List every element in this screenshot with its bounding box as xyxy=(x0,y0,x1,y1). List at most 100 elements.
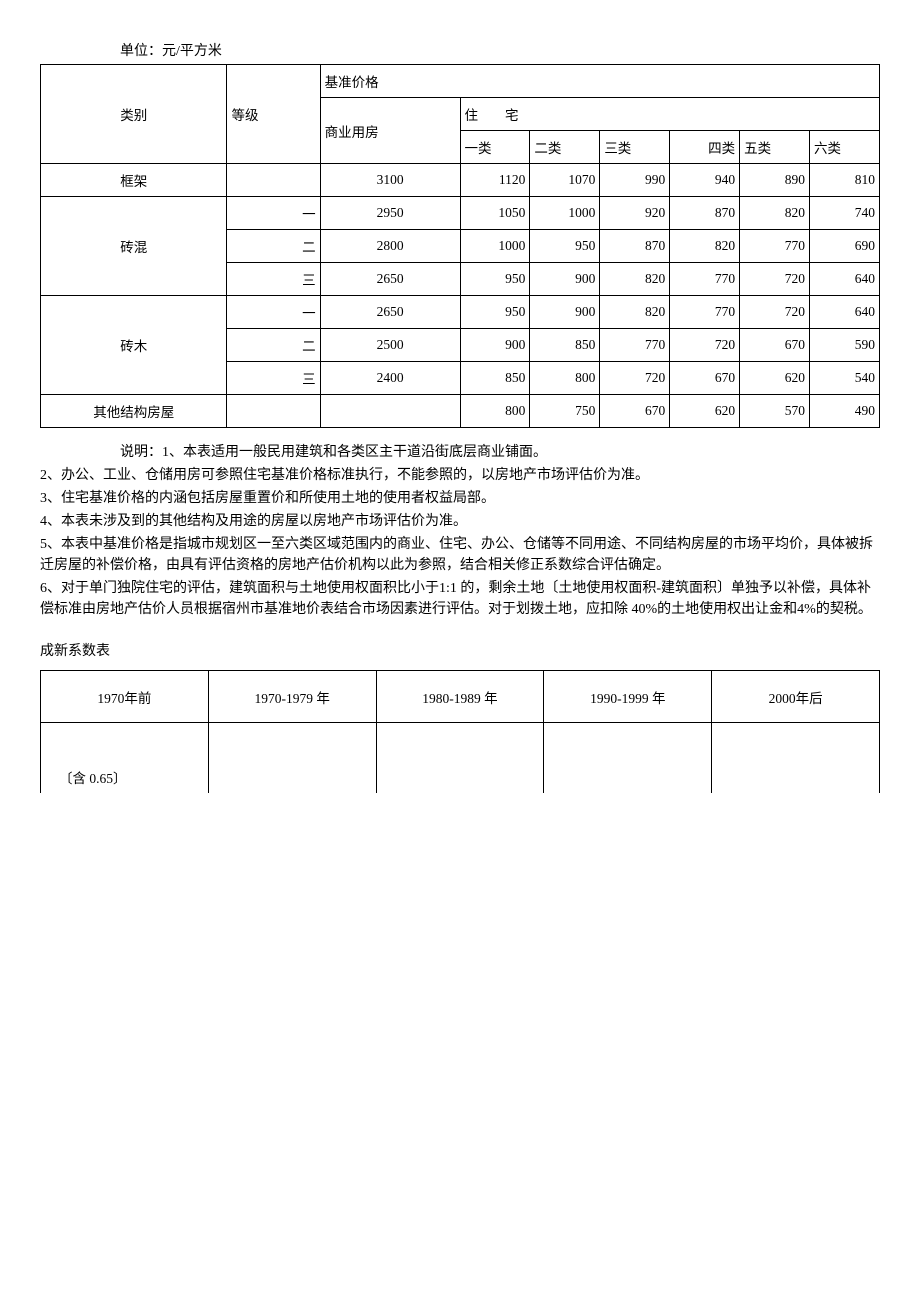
v6-4: 620 xyxy=(740,362,810,395)
v3-4: 720 xyxy=(740,263,810,296)
t2r3 xyxy=(544,723,712,793)
v4-5: 640 xyxy=(810,296,880,329)
v5-5: 590 xyxy=(810,329,880,362)
cat0: 框架 xyxy=(41,164,227,197)
com5: 2500 xyxy=(320,329,460,362)
v6-0: 850 xyxy=(460,362,530,395)
com2: 2800 xyxy=(320,230,460,263)
v0-2: 990 xyxy=(600,164,670,197)
com4: 2650 xyxy=(320,296,460,329)
v5-0: 900 xyxy=(460,329,530,362)
v7-5: 490 xyxy=(810,395,880,428)
table2-title: 成新系数表 xyxy=(40,640,880,660)
hdr-res1: 一类 xyxy=(460,131,530,164)
com7 xyxy=(320,395,460,428)
hdr-res2: 二类 xyxy=(530,131,600,164)
v6-2: 720 xyxy=(600,362,670,395)
cat1: 砖混 xyxy=(41,197,227,296)
grade2: 二 xyxy=(227,230,320,263)
cat7: 其他结构房屋 xyxy=(41,395,227,428)
v1-5: 740 xyxy=(810,197,880,230)
v7-3: 620 xyxy=(670,395,740,428)
cat4: 砖木 xyxy=(41,296,227,395)
v2-5: 690 xyxy=(810,230,880,263)
hdr-base-price: 基准价格 xyxy=(320,65,879,98)
v3-5: 640 xyxy=(810,263,880,296)
v4-3: 770 xyxy=(670,296,740,329)
coefficient-table: 1970年前 1970-1979 年 1980-1989 年 1990-1999… xyxy=(40,670,880,793)
v0-0: 1120 xyxy=(460,164,530,197)
hdr-grade: 等级 xyxy=(227,65,320,164)
t2c0: 1970年前 xyxy=(41,671,209,723)
v7-4: 570 xyxy=(740,395,810,428)
v1-3: 870 xyxy=(670,197,740,230)
v5-4: 670 xyxy=(740,329,810,362)
note-6: 6、对于单门独院住宅的评估，建筑面积与土地使用权面积比小于1:1 的，剩余土地〔… xyxy=(40,578,880,620)
com6: 2400 xyxy=(320,362,460,395)
table-row: 砖混 一 2950 1050 1000 920 870 820 740 xyxy=(41,197,880,230)
v2-1: 950 xyxy=(530,230,600,263)
t2r1 xyxy=(208,723,376,793)
v6-1: 800 xyxy=(530,362,600,395)
v2-3: 820 xyxy=(670,230,740,263)
hdr-res4: 四类 xyxy=(670,131,740,164)
v2-4: 770 xyxy=(740,230,810,263)
grade0 xyxy=(227,164,320,197)
t2r4 xyxy=(712,723,880,793)
v0-5: 810 xyxy=(810,164,880,197)
base-price-table: 类别 等级 基准价格 商业用房 住 宅 一类 二类 三类 四类 五类 六类 框架… xyxy=(40,64,880,428)
v1-1: 1000 xyxy=(530,197,600,230)
v3-0: 950 xyxy=(460,263,530,296)
v4-1: 900 xyxy=(530,296,600,329)
v0-3: 940 xyxy=(670,164,740,197)
com0: 3100 xyxy=(320,164,460,197)
v2-2: 870 xyxy=(600,230,670,263)
note-1: 说明：1、本表适用一般民用建筑和各类区主干道沿街底层商业铺面。 xyxy=(120,442,880,463)
hdr-res3: 三类 xyxy=(600,131,670,164)
hdr-category: 类别 xyxy=(41,65,227,164)
v5-2: 770 xyxy=(600,329,670,362)
table-row: 其他结构房屋 800 750 670 620 570 490 xyxy=(41,395,880,428)
hdr-commercial: 商业用房 xyxy=(320,98,460,164)
note-5: 5、本表中基准价格是指城市规划区一至六类区域范围内的商业、住宅、办公、仓储等不同… xyxy=(40,534,880,576)
t2r0: 〔含 0.65〕 xyxy=(41,723,209,793)
note-4: 4、本表未涉及到的其他结构及用途的房屋以房地产市场评估价为准。 xyxy=(40,511,880,532)
table-row: 框架 3100 1120 1070 990 940 890 810 xyxy=(41,164,880,197)
v6-5: 540 xyxy=(810,362,880,395)
note-3: 3、住宅基准价格的内涵包括房屋重置价和所使用土地的使用者权益局部。 xyxy=(40,488,880,509)
v6-3: 670 xyxy=(670,362,740,395)
v5-3: 720 xyxy=(670,329,740,362)
grade5: 二 xyxy=(227,329,320,362)
v0-1: 1070 xyxy=(530,164,600,197)
hdr-residential: 住 宅 xyxy=(460,98,880,131)
v4-2: 820 xyxy=(600,296,670,329)
v2-0: 1000 xyxy=(460,230,530,263)
v7-1: 750 xyxy=(530,395,600,428)
com1: 2950 xyxy=(320,197,460,230)
hdr-res6: 六类 xyxy=(810,131,880,164)
v3-2: 820 xyxy=(600,263,670,296)
v7-2: 670 xyxy=(600,395,670,428)
v1-4: 820 xyxy=(740,197,810,230)
unit-label: 单位：元/平方米 xyxy=(120,40,880,60)
note-2: 2、办公、工业、仓储用房可参照住宅基准价格标准执行，不能参照的，以房地产市场评估… xyxy=(40,465,880,486)
com3: 2650 xyxy=(320,263,460,296)
v1-0: 1050 xyxy=(460,197,530,230)
v3-1: 900 xyxy=(530,263,600,296)
table-row: 砖木 一 2650 950 900 820 770 720 640 xyxy=(41,296,880,329)
grade7 xyxy=(227,395,320,428)
v4-4: 720 xyxy=(740,296,810,329)
t2c2: 1980-1989 年 xyxy=(376,671,544,723)
grade4: 一 xyxy=(227,296,320,329)
t2c4: 2000年后 xyxy=(712,671,880,723)
v3-3: 770 xyxy=(670,263,740,296)
grade1: 一 xyxy=(227,197,320,230)
v0-4: 890 xyxy=(740,164,810,197)
hdr-res5: 五类 xyxy=(740,131,810,164)
t2c1: 1970-1979 年 xyxy=(208,671,376,723)
t2r2 xyxy=(376,723,544,793)
t2c3: 1990-1999 年 xyxy=(544,671,712,723)
v1-2: 920 xyxy=(600,197,670,230)
v5-1: 850 xyxy=(530,329,600,362)
v7-0: 800 xyxy=(460,395,530,428)
